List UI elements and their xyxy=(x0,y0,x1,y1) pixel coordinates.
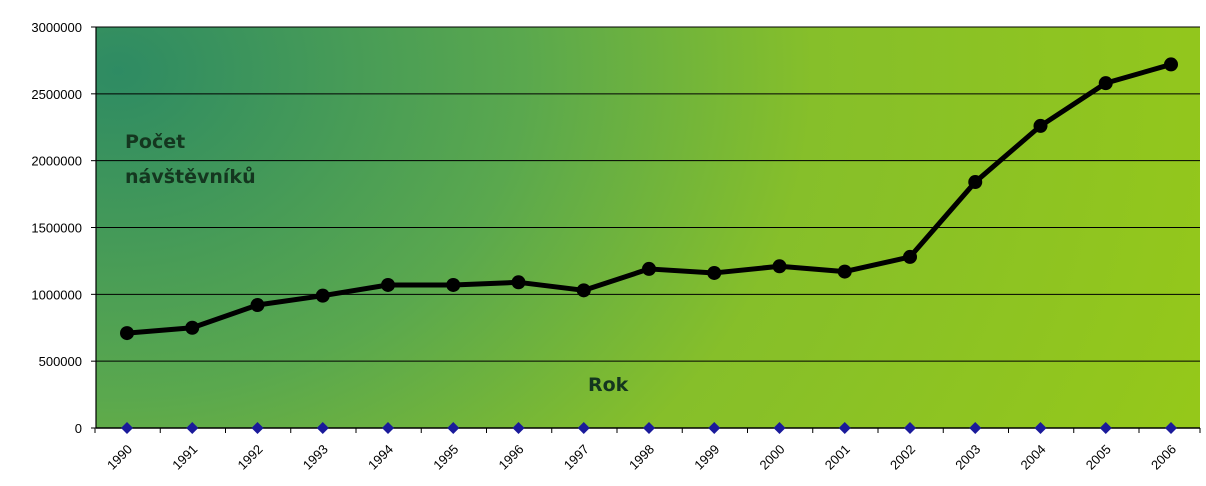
data-point xyxy=(511,275,526,290)
y-tick-label: 0 xyxy=(75,421,82,436)
marker-diamond xyxy=(512,422,525,434)
y-axis-ticks: 0 500000 1000000 1500000 2000000 2500000 30000… xyxy=(31,20,1200,436)
x-tick-label: 2002 xyxy=(887,442,918,473)
y-tick-label: 2000000 xyxy=(31,154,82,169)
marker-diamond xyxy=(186,422,199,434)
data-point xyxy=(837,264,852,279)
y-axis-title-line-1: Počet xyxy=(125,131,185,153)
y-tick-label: 1500000 xyxy=(31,221,82,236)
x-axis-title: Rok xyxy=(588,374,629,396)
x-tick-label: 1999 xyxy=(691,442,722,473)
marker-diamond xyxy=(382,422,394,434)
x-axis-ticks: 1990 1991 1992 1993 1994 1995 1996 1997 1998 1999… xyxy=(94,428,1201,473)
y-tick-label: 500000 xyxy=(39,354,82,369)
data-point xyxy=(250,298,265,313)
y-axis-title-line-2: návštěvníků xyxy=(125,165,256,188)
marker-diamond xyxy=(121,422,133,434)
x-tick-label: 2006 xyxy=(1148,442,1179,473)
marker-diamond xyxy=(1034,422,1047,434)
marker-diamond xyxy=(447,422,460,434)
data-point xyxy=(446,277,461,292)
marker-diamond xyxy=(251,422,264,434)
marker-diamond xyxy=(1165,422,1177,434)
x-tick-label: 2000 xyxy=(757,442,788,473)
y-tick-label: 2500000 xyxy=(31,87,82,102)
x-tick-label: 1996 xyxy=(496,442,527,473)
data-point xyxy=(903,249,917,264)
x-tick-label: 1990 xyxy=(104,442,135,473)
marker-diamond xyxy=(773,422,786,434)
x-tick-label: 1993 xyxy=(300,442,331,473)
marker-diamond xyxy=(969,422,982,434)
x-tick-label: 1998 xyxy=(626,442,657,473)
data-point xyxy=(642,261,656,276)
x-tick-label: 1997 xyxy=(561,442,592,473)
marker-diamond xyxy=(316,422,329,434)
data-point xyxy=(315,288,330,303)
marker-diamond xyxy=(643,422,655,434)
marker-diamond xyxy=(1099,422,1112,434)
x-tick-label: 2001 xyxy=(822,442,853,473)
marker-diamond xyxy=(708,422,721,434)
marker-diamond xyxy=(904,422,916,434)
y-tick-label: 3000000 xyxy=(31,20,82,35)
x-tick-label: 2003 xyxy=(952,442,983,473)
data-point xyxy=(381,277,395,292)
x-tick-label: 2005 xyxy=(1083,442,1114,473)
data-point xyxy=(707,265,722,280)
x-tick-label: 1994 xyxy=(365,442,396,473)
x-tick-label: 2004 xyxy=(1018,442,1049,473)
data-point xyxy=(1033,118,1048,133)
marker-diamond xyxy=(838,422,851,434)
y-tick-label: 1000000 xyxy=(31,287,82,302)
data-point xyxy=(1164,57,1178,72)
series-group xyxy=(120,57,1178,434)
grid-lines xyxy=(96,26,1200,362)
x-tick-label: 1992 xyxy=(235,442,266,473)
data-point xyxy=(120,326,134,341)
x-tick-label: 1991 xyxy=(169,442,200,473)
data-point xyxy=(576,283,591,298)
data-point xyxy=(968,175,983,190)
data-point xyxy=(772,259,787,274)
data-point xyxy=(1098,76,1113,91)
data-point xyxy=(185,320,200,335)
x-tick-label: 1995 xyxy=(430,442,461,473)
marker-diamond xyxy=(577,422,590,434)
